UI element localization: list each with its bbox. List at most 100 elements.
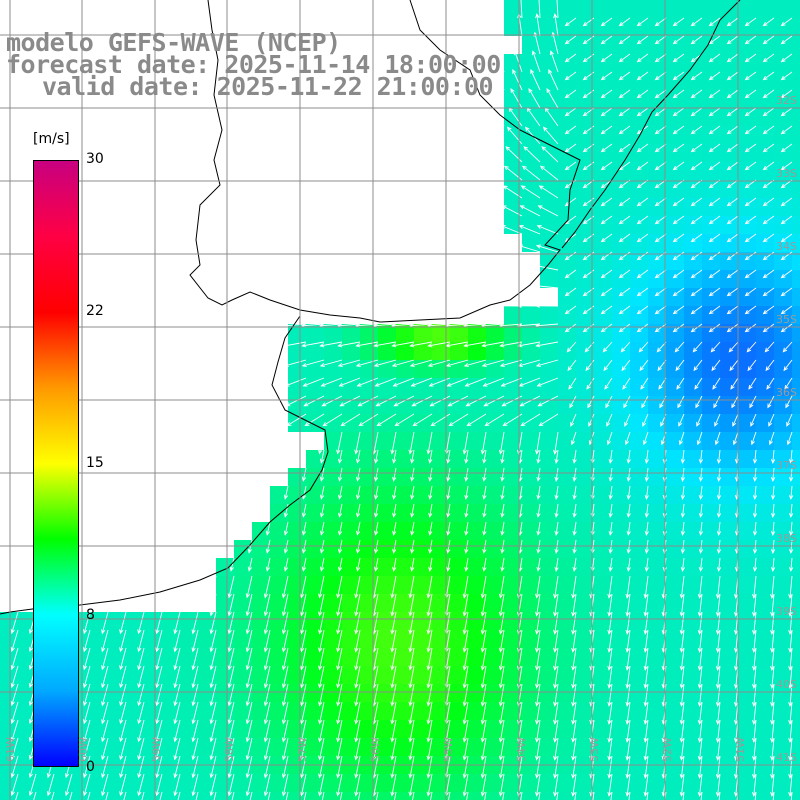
wind-arrow-head (644, 548, 649, 554)
wind-cell (648, 396, 666, 414)
wind-cell (666, 594, 684, 612)
wind-arrow-head (618, 327, 624, 333)
wind-arrow-head (654, 147, 660, 153)
wind-cell (378, 738, 396, 756)
wind-arrow-head (744, 165, 750, 171)
wind-arrow (499, 665, 505, 688)
wind-cell (522, 594, 540, 612)
wind-arrow-head (708, 93, 714, 99)
wind-cell (414, 378, 432, 396)
wind-arrow-head (336, 773, 341, 779)
wind-arrow (138, 755, 145, 778)
wind-cell (378, 576, 396, 594)
wind-arrow (319, 665, 325, 688)
wind-cell (396, 414, 414, 432)
wind-arrow-head (780, 291, 786, 297)
wind-arrow (463, 593, 469, 616)
wind-arrow-head (227, 773, 232, 779)
wind-arrow (727, 269, 739, 278)
wind-arrow (338, 323, 361, 327)
wind-cell (504, 540, 522, 558)
wind-arrow (156, 701, 163, 724)
wind-arrow (691, 269, 703, 278)
wind-arrow (644, 737, 649, 760)
wind-cell (558, 252, 576, 270)
wind-cell (666, 378, 684, 396)
wind-arrow-head (481, 362, 487, 368)
wind-arrow-head (245, 647, 250, 653)
wind-arrow-head (625, 701, 630, 707)
wind-arrow (789, 575, 793, 598)
wind-arrow (174, 737, 181, 760)
wind-arrow (572, 575, 577, 598)
wind-cell (180, 774, 198, 792)
wind-vectors (10, 0, 794, 800)
wind-arrow (69, 791, 73, 800)
wind-cell (666, 522, 684, 540)
wind-arrow (174, 755, 181, 778)
wind-arrow (264, 737, 271, 760)
wind-cell (792, 252, 800, 270)
wind-arrow (304, 395, 325, 407)
wind-arrow (518, 245, 541, 253)
wind-arrow (619, 143, 631, 152)
wind-cell (396, 486, 414, 504)
wind-cell (540, 648, 558, 666)
wind-cell (702, 306, 720, 324)
wind-cell (594, 738, 612, 756)
wind-arrow-head (726, 183, 732, 189)
wind-arrow-head (301, 476, 307, 482)
wind-arrow-head (354, 449, 359, 455)
wind-arrow (394, 395, 415, 407)
wind-arrow (543, 127, 559, 145)
wind-arrow (771, 773, 775, 796)
wind-arrow (644, 611, 649, 634)
wind-arrow-head (464, 476, 469, 482)
wind-cell (702, 180, 720, 198)
wind-arrow (781, 233, 793, 242)
wind-arrow-head (608, 512, 613, 518)
wind-arrow (228, 593, 235, 616)
wind-cell (666, 288, 684, 306)
wind-cell (468, 540, 486, 558)
wind-cell (540, 720, 558, 738)
wind-arrow-head (618, 237, 624, 243)
wind-arrow (627, 557, 631, 571)
wind-cell (360, 792, 378, 800)
wind-cell (630, 288, 648, 306)
wind-cell (504, 72, 522, 90)
wind-cell (756, 486, 774, 504)
wind-cell (288, 504, 306, 522)
wind-arrow (754, 791, 757, 800)
wind-arrow-head (732, 440, 737, 446)
wind-arrow-head (672, 201, 678, 207)
wind-arrow (11, 611, 19, 634)
wind-arrow (377, 413, 397, 426)
wind-cell (558, 630, 576, 648)
wind-arrow-head (572, 494, 577, 500)
wind-cell (756, 684, 774, 702)
wind-cell (666, 144, 684, 162)
wind-cell (342, 360, 360, 378)
wind-arrow (123, 791, 127, 800)
wind-cell (342, 342, 360, 360)
wind-arrow (138, 773, 145, 796)
wind-cell (774, 432, 792, 450)
wind-cell (108, 774, 126, 792)
wind-arrow-head (788, 549, 794, 554)
wind-arrow (11, 755, 19, 778)
wind-arrow-head (518, 224, 524, 230)
wind-arrow-head (712, 384, 717, 390)
wind-cell (378, 774, 396, 792)
wind-cell (450, 450, 468, 468)
wind-arrow (731, 395, 739, 408)
wind-arrow-head (680, 512, 685, 518)
wind-arrow (682, 557, 685, 571)
wind-cell (504, 684, 522, 702)
wind-arrow (499, 593, 505, 616)
wind-arrow (138, 665, 145, 688)
wind-cell (666, 468, 684, 486)
wind-cell (630, 108, 648, 126)
wind-arrow-head (726, 39, 732, 45)
wind-arrow-head (354, 791, 359, 797)
